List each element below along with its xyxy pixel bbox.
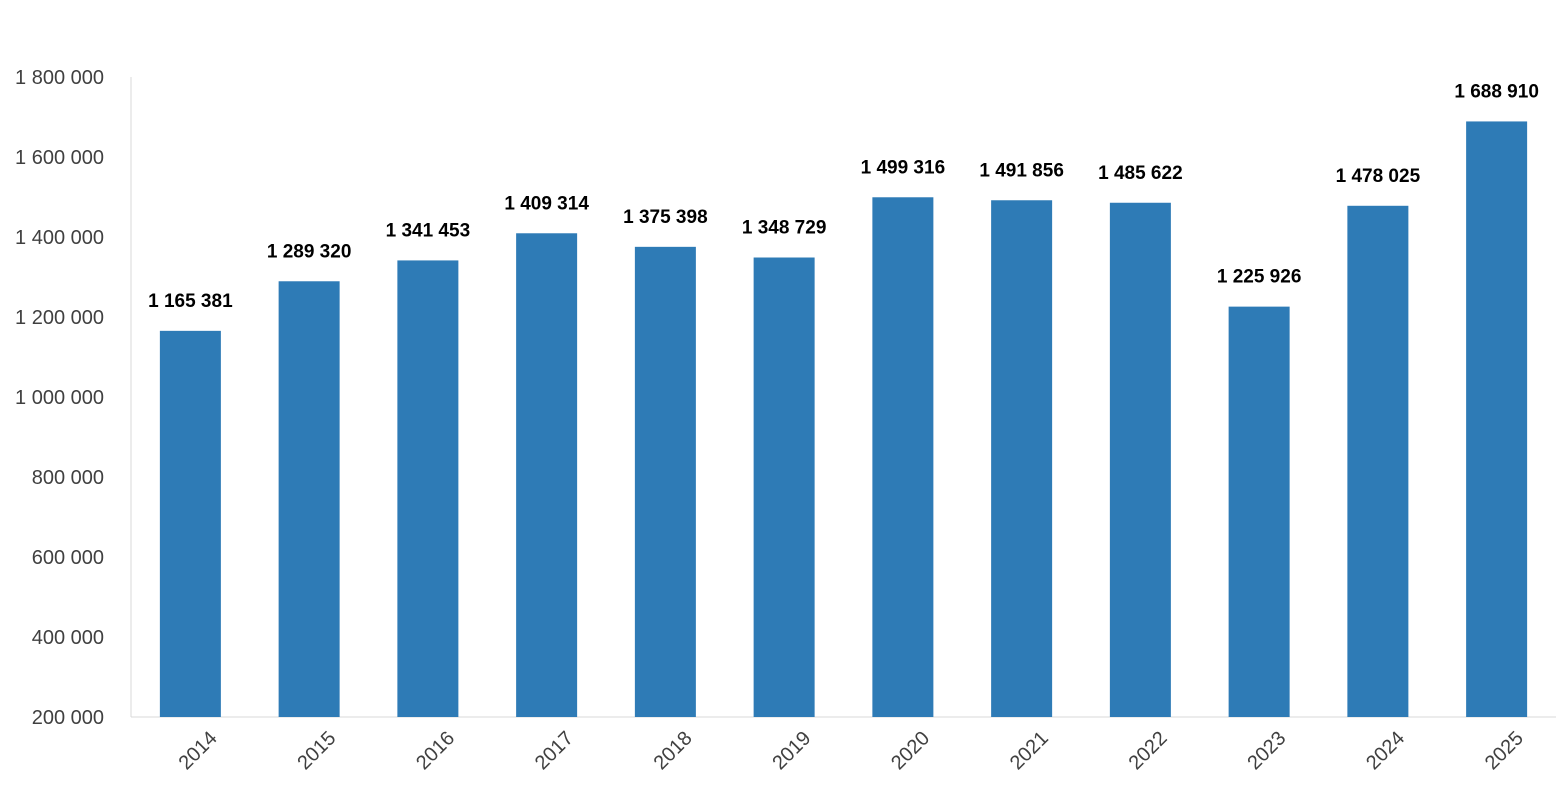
- x-axis-ticks: 2014 2015 2016 2017 2018 2019 2020 2021 2022 2023…: [175, 727, 1528, 774]
- data-label-2024: 1 478 025: [1336, 166, 1421, 187]
- y-tick-label: 1 200 000: [15, 307, 104, 329]
- data-label-2023: 1 225 926: [1217, 267, 1302, 288]
- x-tick-label-2019: 2019: [768, 727, 815, 774]
- y-tick-label: 600 000: [32, 547, 104, 569]
- bar-2016: [397, 260, 459, 717]
- x-tick-label-2014: 2014: [175, 727, 222, 774]
- data-label-2018: 1 375 398: [623, 207, 708, 228]
- bar-2018: [634, 246, 696, 717]
- y-tick-label: 1 400 000: [15, 227, 104, 249]
- x-tick-label-2015: 2015: [293, 727, 340, 774]
- x-tick-label-2017: 2017: [531, 727, 578, 774]
- y-tick-label: 1 600 000: [15, 147, 104, 169]
- bar-2015: [278, 281, 340, 717]
- bar-2023: [1228, 306, 1290, 717]
- bar-2020: [872, 197, 934, 717]
- data-label-2017: 1 409 314: [504, 193, 589, 214]
- data-label-2015: 1 289 320: [267, 241, 352, 262]
- x-tick-label-2022: 2022: [1125, 727, 1172, 774]
- x-tick-label-2025: 2025: [1481, 727, 1528, 774]
- bar-2025: [1466, 121, 1528, 718]
- x-tick-label-2016: 2016: [412, 727, 459, 774]
- y-tick-label: 800 000: [32, 467, 104, 489]
- data-label-2021: 1 491 856: [979, 160, 1064, 181]
- x-tick-label-2018: 2018: [650, 727, 697, 774]
- bar-2019: [753, 257, 815, 717]
- bar-2022: [1109, 202, 1171, 717]
- x-tick-label-2023: 2023: [1243, 727, 1290, 774]
- bar-2024: [1347, 205, 1409, 718]
- data-label-2019: 1 348 729: [742, 218, 827, 239]
- y-axis-ticks: 200 000 400 000 600 000 800 000 1 000 000 1 2…: [15, 67, 104, 729]
- bar-2014: [159, 330, 221, 717]
- data-label-2020: 1 499 316: [861, 157, 946, 178]
- y-tick-label: 200 000: [32, 707, 104, 729]
- data-label-2014: 1 165 381: [148, 291, 233, 312]
- data-label-2016: 1 341 453: [386, 220, 471, 241]
- x-tick-label-2021: 2021: [1006, 727, 1053, 774]
- data-label-2025: 1 688 910: [1454, 81, 1539, 102]
- y-tick-label: 1 800 000: [15, 67, 104, 89]
- bar-2017: [516, 233, 578, 717]
- x-tick-label-2020: 2020: [887, 727, 934, 774]
- bar-2021: [991, 200, 1053, 718]
- y-tick-label: 1 000 000: [15, 387, 104, 409]
- y-tick-label: 400 000: [32, 627, 104, 649]
- axes: [130, 77, 1556, 718]
- data-labels: 1 165 381 1 289 320 1 341 453 1 409 314 1 37…: [148, 81, 1539, 311]
- bars: [159, 121, 1528, 718]
- data-label-2022: 1 485 622: [1098, 163, 1183, 184]
- x-tick-label-2024: 2024: [1362, 727, 1409, 774]
